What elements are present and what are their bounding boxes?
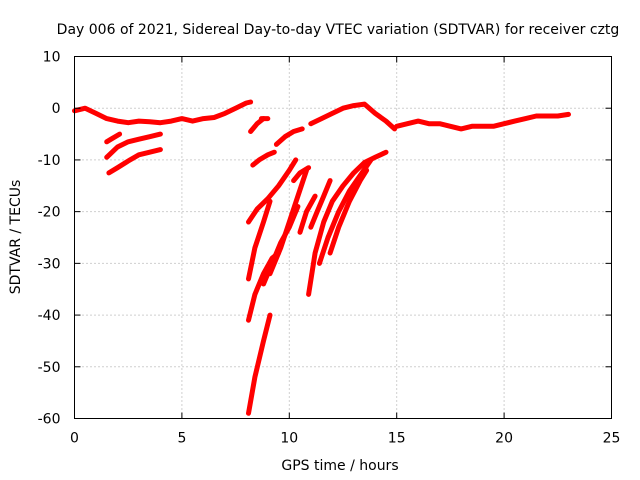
series-seg-i [246, 198, 273, 282]
y-tick-label: 0 [52, 101, 61, 117]
x-tick-label: 20 [495, 431, 513, 447]
series-seg-g [250, 149, 277, 168]
chart-title: Day 006 of 2021, Sidereal Day-to-day VTE… [57, 22, 620, 38]
series-seg-c [106, 147, 163, 176]
x-tick-label: 5 [177, 431, 186, 447]
y-tick-label: -60 [38, 412, 61, 428]
x-tick-label: 15 [388, 431, 406, 447]
series-seg-u [308, 178, 333, 230]
series-seg-n [291, 165, 312, 184]
y-tick-label: -20 [38, 205, 61, 221]
series-seg-k [246, 312, 273, 416]
series-seg-d [104, 131, 123, 145]
y-tick-label: -50 [38, 360, 61, 376]
x-tick-label: 10 [280, 431, 298, 447]
data-series [72, 99, 571, 416]
series-seg-t [297, 193, 318, 235]
y-axis-label: SDTVAR / TECUs [8, 180, 24, 295]
y-tick-label: 10 [43, 50, 61, 66]
x-tick-label: 0 [70, 431, 79, 447]
series-tail [394, 111, 571, 132]
series-seg-p [308, 101, 398, 132]
y-tick-label: -10 [38, 153, 61, 169]
series-seg-b [104, 131, 163, 160]
x-tick-label: 25 [603, 431, 621, 447]
series-seg-r [316, 157, 374, 266]
series-seg-h [246, 157, 299, 225]
y-tick-label: -30 [38, 256, 61, 272]
plot-frame [74, 56, 612, 419]
series-seg-o [273, 126, 305, 147]
series-seg-m [267, 167, 309, 277]
series-baseline [72, 99, 254, 126]
y-tick-label: -40 [38, 308, 61, 324]
series-seg-s [327, 167, 370, 256]
series-seg-q [306, 149, 389, 297]
ticks: 0 5 10 15 20 25 -60 -50 -40 -30 -20 -10 0 10 [38, 50, 621, 447]
x-axis-label: GPS time / hours [281, 458, 398, 474]
